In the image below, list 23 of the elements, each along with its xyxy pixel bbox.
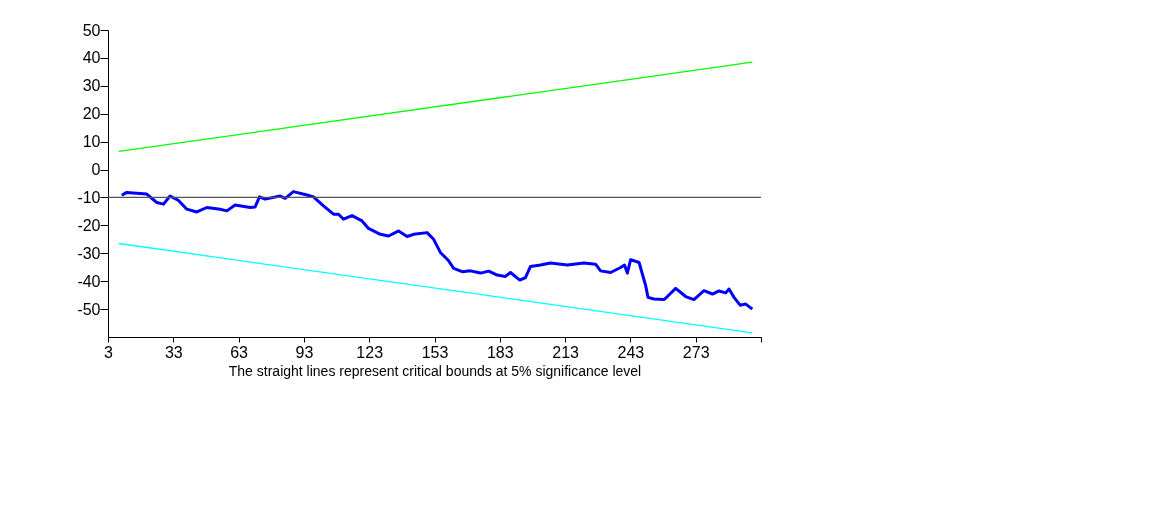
x-tick-label: 93 [295, 343, 314, 361]
x-tick-label: 63 [230, 343, 249, 361]
y-tick-label: -10 [77, 188, 101, 206]
x-tick-label: 153 [421, 343, 449, 361]
x-tick-label: 213 [552, 343, 580, 361]
x-tick-label: 33 [164, 343, 183, 361]
y-tick-label: 0 [91, 161, 101, 179]
y-tick-label: 40 [82, 49, 101, 67]
y-tick-label: -30 [77, 244, 101, 262]
x-tick-label: 3 [104, 343, 114, 361]
x-tick-label: 123 [356, 343, 384, 361]
y-tick-label: -50 [77, 300, 101, 318]
x-tick-label: 183 [486, 343, 514, 361]
y-tick-label: 30 [82, 77, 101, 95]
x-tick-label: 243 [617, 343, 645, 361]
line-series [120, 190, 754, 311]
y-tick-label: 20 [82, 105, 101, 123]
y-tick-label: -20 [77, 216, 101, 234]
y-tick-label: -40 [77, 272, 101, 290]
y-tick-label: 50 [82, 21, 101, 39]
x-tick-label: 273 [682, 343, 710, 361]
y-tick-label: 10 [82, 133, 101, 151]
x-axis-title: The straight lines represent critical bounds at 5% significance level [228, 362, 642, 379]
